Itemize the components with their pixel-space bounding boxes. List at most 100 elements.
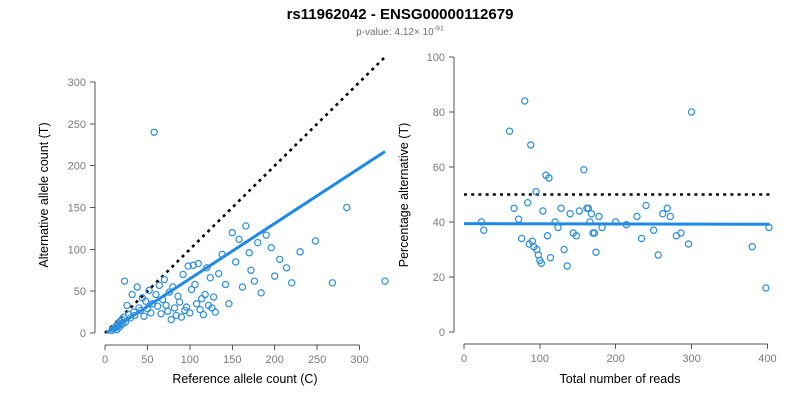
data-point [145,286,153,295]
data-point [174,292,182,300]
data-point [165,288,174,296]
data-point [187,285,196,294]
data-point [184,262,192,270]
data-point [687,108,696,116]
x-axis-title-left: Reference allele count (C) [172,372,317,386]
data-point [612,218,620,226]
data-point [121,318,130,326]
data-point [517,234,526,243]
data-point [214,269,223,278]
data-point [543,232,552,240]
data-point [524,199,532,207]
data-point [186,309,194,317]
fit-line-left [105,150,386,335]
data-point [169,283,177,291]
y-tick-label-left-1: 50 [74,286,86,298]
y-tick-label-left-0: 0 [80,328,86,340]
data-point [206,274,214,282]
data-point [595,212,603,221]
x-tick-label-left-3: 150 [223,354,241,366]
data-point [566,210,574,218]
y-tick-label-left-2: 100 [68,244,86,256]
data-point [311,237,320,245]
data-point [546,254,555,262]
data-point [130,311,139,320]
x-tick-label-left-4: 200 [266,354,284,366]
data-point [598,223,606,232]
data-point [287,279,296,287]
data-point [580,166,588,174]
x-tick-label-right-2: 200 [607,353,625,365]
data-point [343,203,351,212]
data-point [254,238,262,247]
data-point [170,304,179,312]
data-point [199,310,208,319]
data-point [480,226,488,234]
y-tick-label-right-4: 80 [433,107,445,119]
y-tick-label-right-1: 20 [433,272,445,284]
data-point [477,218,486,226]
data-point [196,305,204,314]
y-tick-label-right-2: 40 [433,217,445,229]
data-point [532,188,540,196]
data-point [270,272,279,280]
data-point [211,308,220,316]
data-point [162,301,170,310]
data-point [164,307,172,315]
data-point [551,218,559,226]
data-point [654,251,662,259]
data-point [684,240,693,248]
data-point [142,297,150,305]
data-point [123,301,131,310]
panel-right: 0 20 40 60 80 100 0 100 200 300 400 Total number of… [397,52,777,386]
subtitle-exponent: -91 [433,25,444,33]
data-point [238,283,247,291]
data-point [587,210,596,218]
data-point [381,277,389,285]
data-points-right [477,97,773,292]
data-point [150,128,158,136]
y-tick-label-left-3: 150 [68,203,86,215]
figure-subtitle: p-value: 4.12× 10-91 [0,25,800,38]
figure-title: rs11962042 - ENSG00000112679 [286,6,514,23]
data-point [677,229,685,237]
data-point [642,201,650,210]
x-axis-title-right: Total number of reads [560,372,681,386]
data-point [153,302,162,310]
data-point [560,245,568,254]
data-point [242,222,250,230]
y-tick-label-left-6: 300 [68,77,86,89]
data-points-left [108,128,389,335]
y-tick-label-right-5: 100 [427,52,445,64]
data-point [194,259,203,268]
data-point [120,277,129,285]
data-point [182,303,191,311]
data-point [765,223,773,232]
data-point [262,231,270,239]
y-tick-label-right-3: 60 [433,162,445,174]
data-point [572,232,580,240]
data-point [520,97,529,105]
data-point [191,280,199,289]
data-point [575,207,583,215]
data-point [659,210,667,218]
data-point [537,259,546,267]
data-point [235,235,243,244]
x-tick-label-left-0: 0 [102,354,108,366]
y-tick-label-left-5: 250 [68,119,86,131]
data-point [228,228,236,237]
data-point [510,204,518,212]
x-tick-label-right-0: 0 [461,353,467,365]
y-axis-title-right: Percentage alternative (T) [397,123,411,268]
y-tick-label-left-4: 200 [68,161,86,173]
y-tick-label-right-0: 0 [439,327,445,339]
x-tick-label-left-1: 50 [141,354,153,366]
data-point [201,290,209,299]
data-point [554,223,562,232]
data-point [247,266,255,274]
subtitle-text: p-value: 4.12× 10 [356,27,434,38]
data-point [762,284,770,292]
data-point [172,311,180,320]
data-point [527,141,535,149]
data-point [514,215,523,223]
